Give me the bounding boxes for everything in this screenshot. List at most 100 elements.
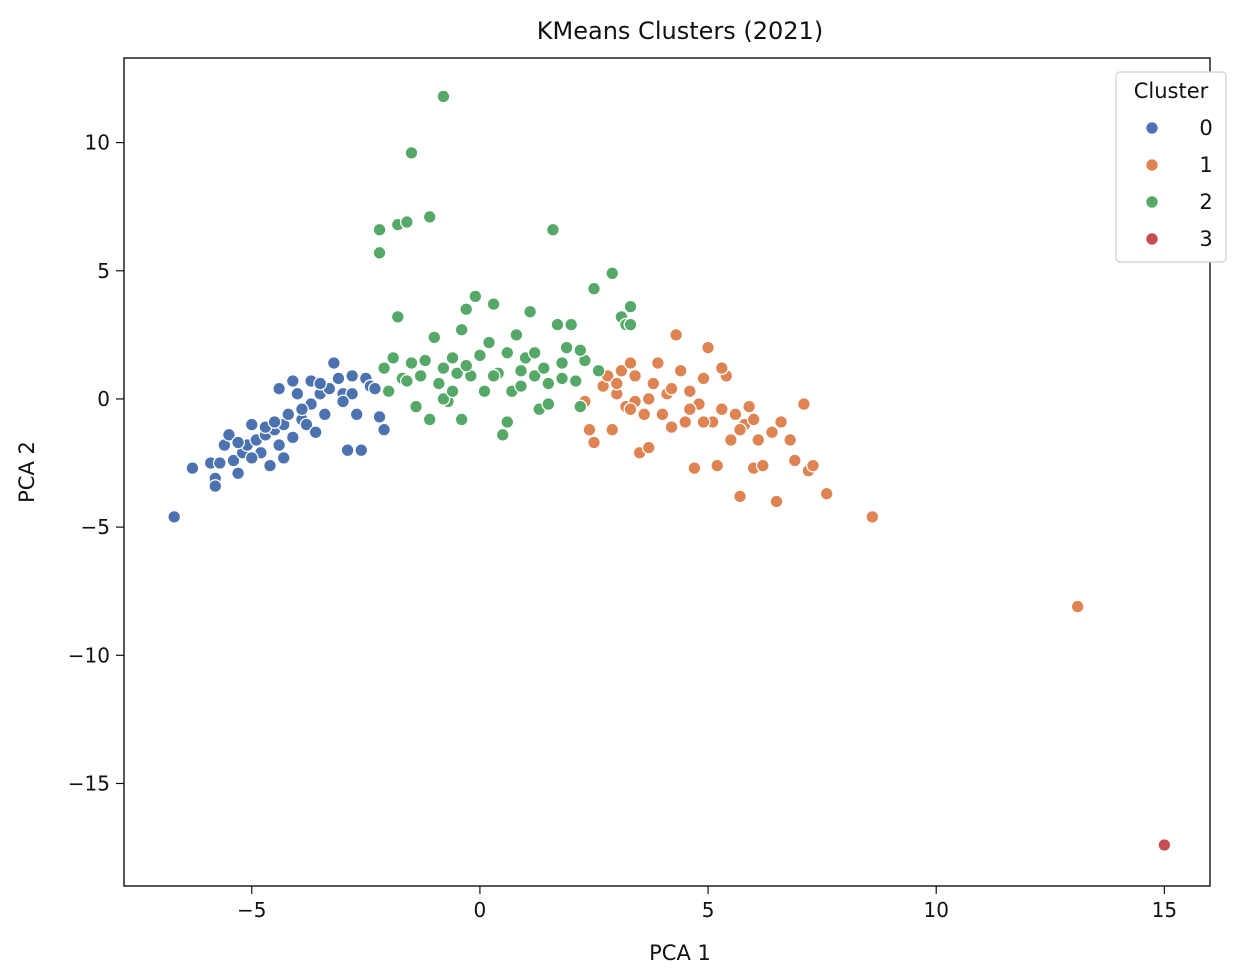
cluster-0-point (368, 381, 382, 396)
cluster-2-point (591, 363, 606, 378)
cluster-1-point (710, 458, 725, 473)
plot-area-frame (123, 57, 1211, 887)
cluster-2-point (399, 374, 414, 388)
cluster-3-point (1157, 838, 1172, 852)
cluster-1-point (678, 415, 693, 429)
cluster-0-point (244, 450, 259, 465)
cluster-1-point (664, 381, 679, 396)
cluster-1-point (742, 399, 757, 414)
cluster-2-point (377, 361, 392, 376)
legend-label-cluster-1: 1 (1199, 153, 1212, 177)
cluster-1-point (641, 440, 656, 455)
cluster-0-point (349, 407, 364, 422)
cluster-1-point (774, 415, 789, 429)
cluster-0-point (372, 409, 387, 424)
cluster-1-point (806, 458, 820, 473)
cluster-2-point (541, 376, 556, 391)
cluster-2-point (605, 266, 620, 281)
cluster-1-point (687, 461, 702, 476)
cluster-2-point (564, 317, 579, 332)
cluster-0-point (244, 417, 259, 432)
cluster-2-point (404, 145, 419, 160)
cluster-1-point (696, 415, 711, 429)
x-tick-label: 15 (1152, 898, 1177, 922)
x-tick-label: 0 (474, 898, 487, 922)
cluster-2-point (486, 368, 501, 383)
cluster-0-point (221, 427, 236, 442)
cluster-2-point (372, 245, 387, 260)
cluster-1-point (728, 407, 743, 422)
cluster-1-point (714, 402, 729, 417)
cluster-1-point (614, 363, 629, 378)
cluster-2-point (445, 384, 460, 399)
cluster-1-point (641, 391, 656, 406)
cluster-1-point (682, 384, 697, 399)
cluster-2-point (436, 391, 451, 406)
cluster-2-point (409, 399, 423, 414)
cluster-2-point (514, 363, 528, 378)
cluster-1-point (623, 356, 638, 371)
cluster-2-point (422, 412, 437, 427)
cluster-0-point (308, 425, 323, 440)
cluster-2-point (623, 299, 638, 314)
legend-label-cluster-3: 3 (1199, 227, 1212, 251)
cluster-1-point (1070, 599, 1085, 614)
cluster-2-point (390, 309, 405, 324)
cluster-2-point (472, 348, 487, 363)
cluster-2-point (459, 358, 474, 373)
cluster-0-point (290, 386, 305, 401)
cluster-1-point (628, 368, 643, 383)
cluster-2-point (523, 304, 538, 319)
cluster-1-point (723, 433, 738, 447)
y-tick-label: 10 (85, 131, 110, 155)
cluster-1-point (701, 340, 716, 355)
y-tick-label: −5 (81, 515, 110, 539)
cluster-0-point (295, 402, 309, 417)
cluster-1-point (746, 412, 761, 427)
cluster-1-point (769, 494, 784, 509)
cluster-1-point (755, 458, 770, 473)
cluster-0-point (272, 381, 287, 396)
cluster-0-point (285, 430, 300, 445)
cluster-2-point (559, 340, 574, 355)
cluster-1-point (733, 489, 747, 504)
legend-box (1115, 71, 1227, 263)
cluster-0-point (231, 435, 246, 450)
cluster-1-point (655, 407, 670, 422)
cluster-2-point (445, 350, 460, 365)
cluster-2-point (536, 361, 551, 376)
cluster-2-point (413, 368, 428, 383)
cluster-1-point (609, 376, 624, 391)
cluster-2-point (454, 412, 469, 427)
cluster-2-point (500, 345, 515, 360)
cluster-2-point (436, 361, 451, 376)
cluster-1-point (696, 371, 711, 386)
cluster-2-point (500, 415, 515, 429)
cluster-0-point (267, 415, 282, 429)
y-axis-ticks: 10 5 0 −5 −10 −15 (68, 131, 124, 795)
cluster-2-point (482, 335, 496, 350)
cluster-0-point (285, 374, 300, 388)
legend: Cluster 0 1 2 3 (1115, 71, 1227, 263)
cluster-2-point (555, 371, 570, 386)
cluster-1-point (796, 397, 811, 412)
x-tick-label: 10 (923, 898, 948, 922)
cluster-2-point (568, 374, 583, 388)
legend-marker-cluster-1 (1145, 158, 1159, 172)
cluster-2-point (431, 376, 446, 391)
cluster-0-point (336, 394, 350, 409)
cluster-2-point (514, 379, 528, 394)
cluster-0-point (377, 422, 392, 437)
cluster-1-point (865, 509, 880, 524)
legend-marker-cluster-0 (1145, 121, 1159, 135)
legend-label-cluster-2: 2 (1199, 190, 1212, 214)
cluster-2-point (399, 215, 414, 230)
cluster-1-point (637, 407, 652, 422)
legend-title: Cluster (1134, 79, 1209, 103)
cluster-2-point (404, 356, 419, 371)
cluster-0-point (167, 509, 182, 524)
cluster-0-point (326, 356, 341, 371)
y-tick-label: −15 (68, 771, 110, 795)
